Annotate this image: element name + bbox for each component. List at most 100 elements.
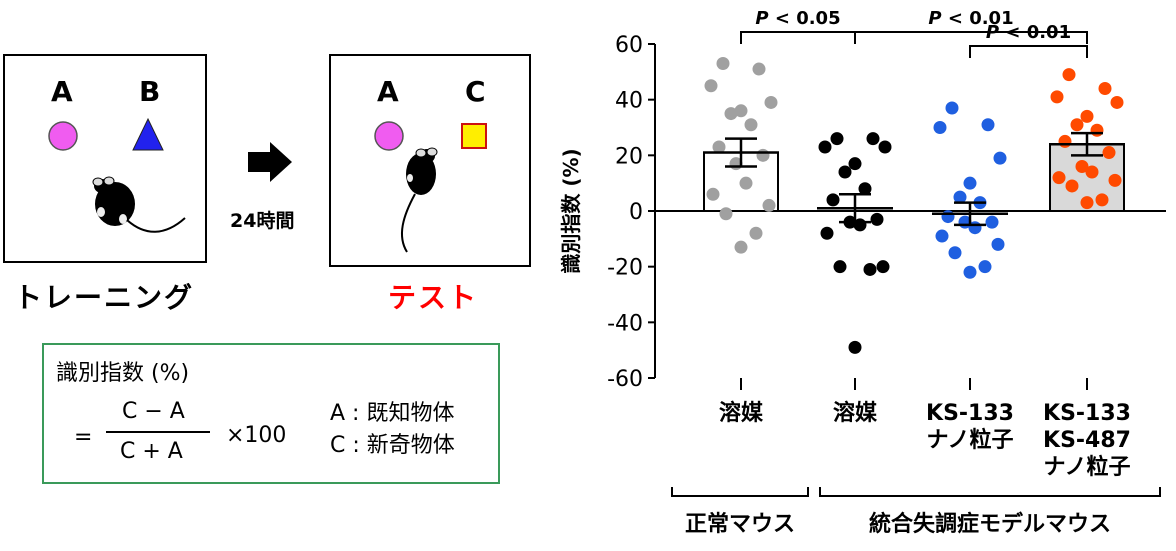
formula-box: 識別指数 (%) = C − A C + A ×100 A : 既知物体 C :… bbox=[42, 343, 500, 484]
data-point bbox=[820, 226, 834, 240]
data-point bbox=[752, 62, 766, 76]
y-tick-label: 40 bbox=[615, 89, 643, 114]
data-point bbox=[941, 210, 955, 224]
data-point bbox=[1098, 82, 1112, 96]
test-objects bbox=[374, 121, 487, 253]
data-point bbox=[1090, 123, 1104, 137]
data-point bbox=[762, 198, 776, 212]
test-arena: A C bbox=[329, 54, 531, 267]
y-tick-label: -20 bbox=[607, 256, 643, 281]
data-point bbox=[866, 132, 880, 146]
significance-bracket bbox=[969, 45, 1088, 58]
data-point bbox=[1058, 134, 1072, 148]
x-tick-label: 溶媒 bbox=[719, 400, 764, 426]
data-point bbox=[953, 190, 967, 204]
group-label: 統合失調症モデルマウス bbox=[869, 511, 1111, 537]
mouse-icon bbox=[400, 147, 438, 253]
formula-equals: = bbox=[74, 425, 93, 450]
data-point bbox=[1050, 90, 1064, 104]
data-point bbox=[756, 148, 770, 162]
x-tick-label: KS-487 bbox=[1043, 428, 1131, 453]
data-point bbox=[878, 140, 892, 154]
right-arrow-icon bbox=[248, 142, 292, 182]
significance-label: P < 0.01 bbox=[986, 22, 1071, 43]
data-point bbox=[716, 56, 730, 70]
object-b-label: B bbox=[139, 75, 161, 108]
data-point bbox=[706, 187, 720, 201]
data-point bbox=[1075, 159, 1089, 173]
data-point bbox=[933, 121, 947, 134]
data-point bbox=[744, 118, 758, 132]
x-tick-label: KS-133 bbox=[926, 401, 1014, 426]
data-point bbox=[1080, 196, 1094, 210]
training-objects bbox=[48, 117, 186, 233]
data-point bbox=[1102, 146, 1116, 160]
interval-label: 24時間 bbox=[230, 210, 295, 232]
formula-denominator: C + A bbox=[120, 439, 183, 464]
circle-object-icon bbox=[48, 121, 78, 151]
data-point bbox=[858, 182, 872, 196]
fraction-bar bbox=[106, 431, 210, 433]
training-caption: トレーニング bbox=[14, 281, 195, 314]
data-point bbox=[935, 229, 949, 243]
data-point bbox=[764, 95, 778, 109]
data-point bbox=[1052, 171, 1066, 185]
triangle-object-icon bbox=[132, 117, 164, 151]
x-tick-label: 溶媒 bbox=[833, 400, 878, 426]
data-point bbox=[1110, 95, 1124, 109]
x-tick-label: ナノ粒子 bbox=[1044, 454, 1131, 480]
data-point bbox=[1108, 173, 1122, 187]
data-point bbox=[848, 340, 862, 354]
y-tick-label: 0 bbox=[629, 200, 643, 225]
data-point bbox=[1085, 165, 1099, 179]
data-point bbox=[985, 215, 999, 229]
data-point bbox=[734, 104, 748, 118]
data-point bbox=[945, 101, 959, 115]
object-a-label-test: A bbox=[377, 75, 399, 108]
data-point bbox=[993, 151, 1007, 165]
circle-object-icon bbox=[374, 121, 404, 151]
data-point bbox=[963, 265, 977, 279]
data-point bbox=[704, 79, 718, 93]
data-point bbox=[848, 157, 862, 171]
y-tick-label: -60 bbox=[607, 367, 643, 392]
significance-bracket bbox=[854, 31, 1088, 44]
group-bracket bbox=[819, 487, 1161, 497]
formula-def-a: A : 既知物体 bbox=[330, 401, 455, 426]
formula-multiplier: ×100 bbox=[226, 423, 287, 448]
data-point bbox=[739, 176, 753, 190]
formula-title: 識別指数 (%) bbox=[56, 361, 190, 386]
data-point bbox=[863, 262, 877, 276]
data-point bbox=[1080, 109, 1094, 123]
data-point bbox=[830, 132, 844, 146]
square-object-icon bbox=[461, 123, 487, 149]
data-point bbox=[948, 246, 962, 260]
data-point bbox=[870, 212, 884, 226]
object-c-label: C bbox=[465, 75, 486, 108]
significance-label: P < 0.05 bbox=[755, 8, 840, 29]
data-point bbox=[1062, 68, 1076, 82]
y-tick-label: 60 bbox=[615, 33, 643, 58]
group-bracket bbox=[671, 487, 809, 497]
object-a-label: A bbox=[51, 75, 73, 108]
training-arena: A B bbox=[3, 54, 207, 263]
data-point bbox=[991, 237, 1005, 251]
data-point bbox=[712, 140, 726, 154]
group-label: 正常マウス bbox=[685, 511, 795, 537]
formula-numerator: C − A bbox=[122, 399, 185, 424]
test-caption: テスト bbox=[388, 281, 479, 314]
y-tick-label: 20 bbox=[615, 144, 643, 169]
data-point bbox=[876, 260, 890, 274]
data-point bbox=[1095, 193, 1109, 207]
x-tick-label: KS-133 bbox=[1043, 401, 1131, 426]
data-point bbox=[1070, 118, 1084, 132]
data-point bbox=[734, 240, 748, 254]
significance-bracket bbox=[740, 31, 856, 44]
y-tick-label: -40 bbox=[607, 311, 643, 336]
significance-label: P < 0.01 bbox=[928, 8, 1013, 29]
mouse-icon bbox=[92, 176, 186, 233]
data-point bbox=[749, 226, 763, 240]
data-point bbox=[724, 107, 738, 121]
data-point bbox=[818, 140, 832, 154]
